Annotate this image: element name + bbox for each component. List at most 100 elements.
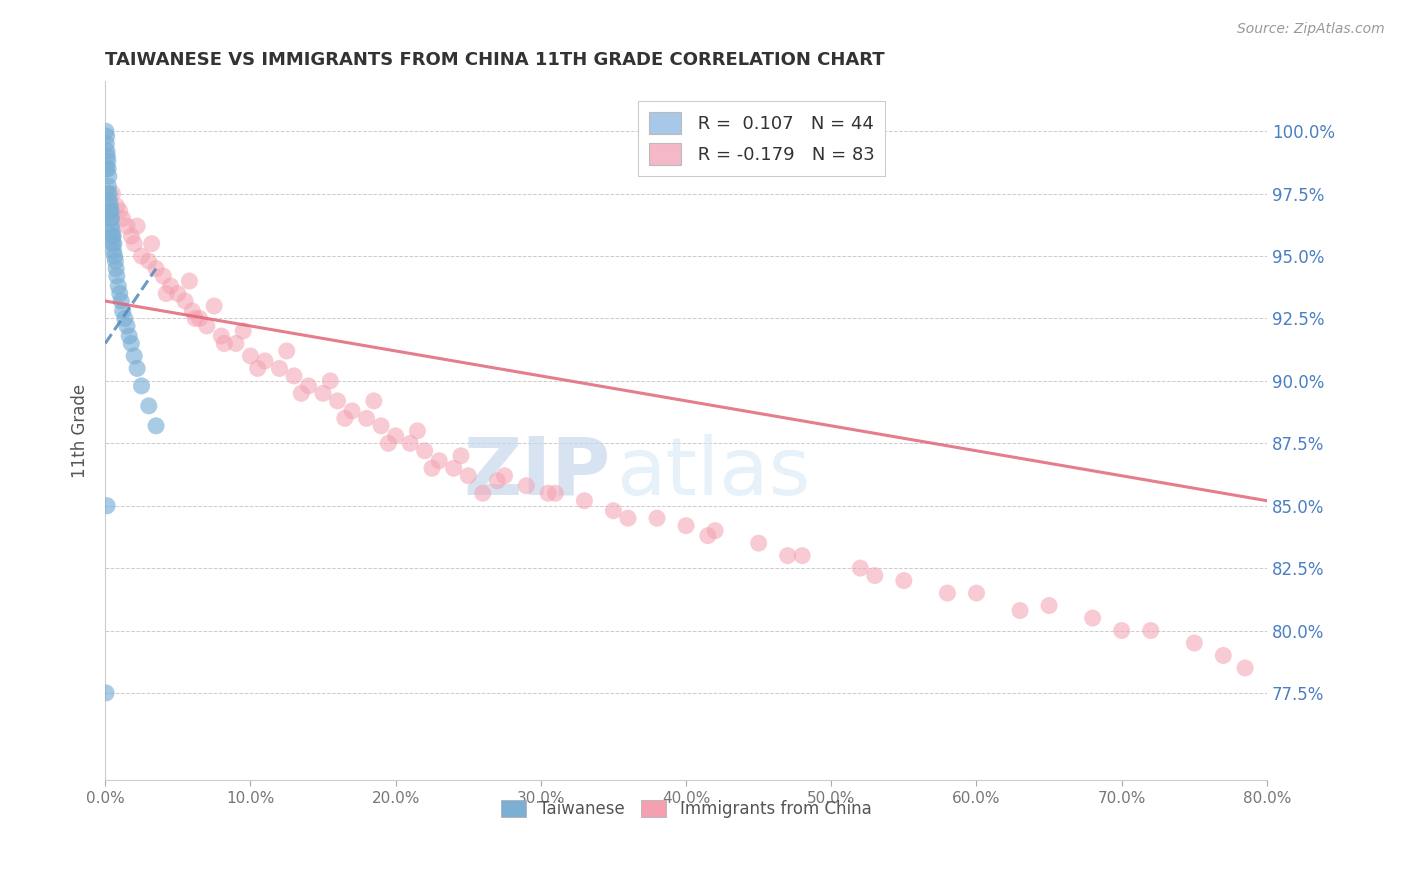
Point xyxy=(748,536,770,550)
Point xyxy=(384,429,406,443)
Point xyxy=(97,179,120,194)
Point xyxy=(696,529,718,543)
Point xyxy=(1234,661,1257,675)
Point xyxy=(849,561,872,575)
Point xyxy=(101,224,124,238)
Point xyxy=(138,254,160,268)
Point xyxy=(111,211,134,226)
Point xyxy=(544,486,567,500)
Point xyxy=(239,349,262,363)
Point xyxy=(96,149,118,163)
Point xyxy=(138,399,160,413)
Point xyxy=(101,236,124,251)
Text: atlas: atlas xyxy=(616,434,811,512)
Point xyxy=(96,129,118,144)
Point xyxy=(103,236,125,251)
Point xyxy=(471,486,494,500)
Point xyxy=(159,279,181,293)
Point xyxy=(1008,603,1031,617)
Point xyxy=(131,379,153,393)
Point xyxy=(340,404,363,418)
Point xyxy=(356,411,378,425)
Text: TAIWANESE VS IMMIGRANTS FROM CHINA 11TH GRADE CORRELATION CHART: TAIWANESE VS IMMIGRANTS FROM CHINA 11TH … xyxy=(105,51,884,69)
Point xyxy=(188,311,211,326)
Point xyxy=(96,161,118,176)
Point xyxy=(420,461,443,475)
Point xyxy=(104,249,127,263)
Point xyxy=(1139,624,1161,638)
Point xyxy=(98,194,121,209)
Point xyxy=(179,274,201,288)
Point xyxy=(399,436,422,450)
Point xyxy=(645,511,668,525)
Point xyxy=(283,368,305,383)
Point xyxy=(145,418,167,433)
Point xyxy=(120,229,142,244)
Point xyxy=(118,329,141,343)
Point xyxy=(103,244,125,258)
Point xyxy=(319,374,342,388)
Point xyxy=(100,204,122,219)
Point xyxy=(195,318,218,333)
Point xyxy=(108,286,131,301)
Point xyxy=(127,219,149,234)
Point xyxy=(494,468,516,483)
Point xyxy=(145,261,167,276)
Point xyxy=(209,329,232,343)
Point xyxy=(96,145,118,159)
Point xyxy=(98,204,121,219)
Point xyxy=(1081,611,1104,625)
Point xyxy=(450,449,472,463)
Point xyxy=(515,479,537,493)
Point xyxy=(326,393,349,408)
Point xyxy=(105,199,128,213)
Point xyxy=(100,211,122,226)
Point xyxy=(98,186,121,201)
Point xyxy=(443,461,465,475)
Point xyxy=(97,161,120,176)
Point xyxy=(406,424,429,438)
Point xyxy=(1212,648,1234,663)
Point xyxy=(1182,636,1205,650)
Point xyxy=(269,361,291,376)
Point xyxy=(166,286,188,301)
Point xyxy=(131,249,153,263)
Point xyxy=(776,549,799,563)
Point xyxy=(617,511,640,525)
Legend: Taiwanese, Immigrants from China: Taiwanese, Immigrants from China xyxy=(494,793,879,824)
Point xyxy=(225,336,247,351)
Point xyxy=(413,443,436,458)
Point xyxy=(181,304,204,318)
Point xyxy=(155,286,177,301)
Point xyxy=(246,361,269,376)
Point xyxy=(893,574,915,588)
Point xyxy=(100,211,122,226)
Point xyxy=(110,293,132,308)
Point xyxy=(704,524,727,538)
Point xyxy=(105,268,128,283)
Point xyxy=(97,169,120,184)
Point xyxy=(94,686,117,700)
Point xyxy=(105,261,128,276)
Point xyxy=(104,254,127,268)
Point xyxy=(108,204,131,219)
Point xyxy=(94,124,117,138)
Point xyxy=(290,386,312,401)
Point xyxy=(232,324,254,338)
Point xyxy=(97,154,120,169)
Point xyxy=(96,136,118,151)
Point xyxy=(202,299,225,313)
Point xyxy=(863,568,886,582)
Point xyxy=(792,549,814,563)
Point xyxy=(141,236,163,251)
Point xyxy=(122,349,145,363)
Point xyxy=(370,418,392,433)
Point xyxy=(602,504,624,518)
Point xyxy=(122,236,145,251)
Point xyxy=(120,336,142,351)
Point xyxy=(96,186,118,201)
Point xyxy=(115,219,138,234)
Point xyxy=(152,268,174,283)
Point xyxy=(115,318,138,333)
Point xyxy=(312,386,335,401)
